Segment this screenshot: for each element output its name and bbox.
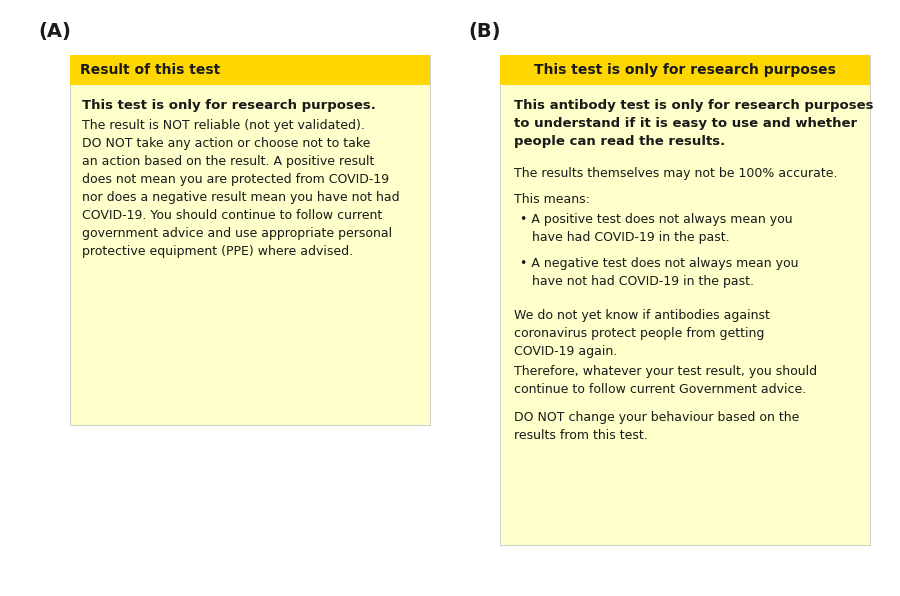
Text: The results themselves may not be 100% accurate.: The results themselves may not be 100% a… [514,167,838,180]
FancyBboxPatch shape [500,55,870,85]
Text: This antibody test is only for research purposes
to understand if it is easy to : This antibody test is only for research … [514,99,874,148]
Text: Result of this test: Result of this test [80,63,220,77]
Text: This test is only for research purposes: This test is only for research purposes [534,63,836,77]
FancyBboxPatch shape [500,55,870,545]
Text: We do not yet know if antibodies against
coronavirus protect people from getting: We do not yet know if antibodies against… [514,309,770,358]
FancyBboxPatch shape [70,55,430,425]
Text: This means:: This means: [514,193,590,206]
Text: The result is NOT reliable (not yet validated).
DO NOT take any action or choose: The result is NOT reliable (not yet vali… [82,119,400,258]
Text: • A positive test does not always mean you
   have had COVID-19 in the past.: • A positive test does not always mean y… [520,213,793,244]
Text: DO NOT change your behaviour based on the
results from this test.: DO NOT change your behaviour based on th… [514,411,799,442]
FancyBboxPatch shape [70,55,430,85]
Text: (A): (A) [38,22,71,41]
Text: • A negative test does not always mean you
   have not had COVID-19 in the past.: • A negative test does not always mean y… [520,257,798,288]
Text: Therefore, whatever your test result, you should
continue to follow current Gove: Therefore, whatever your test result, yo… [514,365,817,396]
Text: This test is only for research purposes.: This test is only for research purposes. [82,99,376,112]
Text: (B): (B) [468,22,500,41]
